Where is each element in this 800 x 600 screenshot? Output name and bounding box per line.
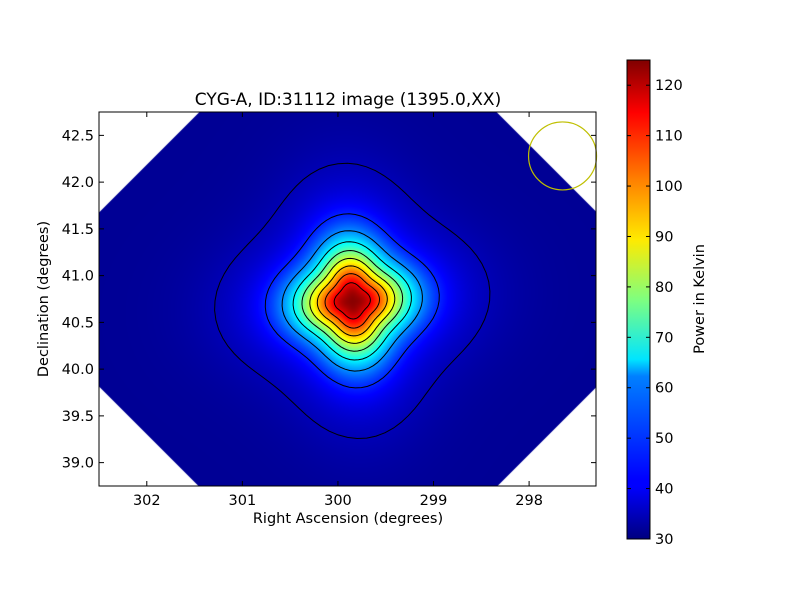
colorbar-tick-label: 40 xyxy=(655,482,673,498)
x-tick-label: 299 xyxy=(420,493,448,509)
colorbar: 30 40 50 60 70 80 90 100 110 120 Power in Kelvin xyxy=(626,59,708,548)
x-tick-label: 301 xyxy=(229,493,257,509)
y-tick-label: 41.0 xyxy=(62,269,94,285)
x-tick-label: 298 xyxy=(515,493,543,509)
contour-level-85 xyxy=(309,257,396,344)
colorbar-tick-label: 120 xyxy=(655,78,683,94)
y-axis-label: Declination (degrees) xyxy=(36,221,52,377)
colorbar-ticks: 30 40 50 60 70 80 90 100 110 120 xyxy=(627,78,683,548)
contour-level-65 xyxy=(292,241,412,361)
colorbar-tick-label: 30 xyxy=(655,532,673,548)
y-tick-label: 39.0 xyxy=(62,456,94,472)
y-tick-label: 41.5 xyxy=(62,222,94,238)
x-axis-label: Right Ascension (degrees) xyxy=(253,511,443,527)
contour-level-45 xyxy=(264,213,440,389)
colorbar-tick-label: 100 xyxy=(655,179,683,195)
y-tick-label: 40.5 xyxy=(62,315,94,331)
contour-level-55 xyxy=(281,230,423,372)
y-tick-label: 42.0 xyxy=(62,175,94,191)
contour-lines xyxy=(214,162,491,440)
y-tick-label: 42.5 xyxy=(62,128,94,144)
plot-area: 302 301 300 299 298 39.0 39.5 40.0 40.5 41.0 41.5… xyxy=(62,111,598,509)
colorbar-tick-label: 90 xyxy=(655,229,673,245)
x-axis-ticks: 302 301 300 299 298 xyxy=(133,112,543,509)
colorbar-tick-label: 70 xyxy=(655,330,673,346)
heatmap-image xyxy=(99,112,596,486)
y-tick-label: 40.0 xyxy=(62,362,94,378)
y-tick-label: 39.5 xyxy=(62,409,94,425)
colorbar-tick-label: 60 xyxy=(655,381,673,397)
contour-level-95 xyxy=(316,265,388,337)
y-axis-ticks: 39.0 39.5 40.0 40.5 41.0 41.5 42.0 42.5 xyxy=(62,128,596,472)
plot-frame xyxy=(98,111,597,487)
colorbar-tick-label: 50 xyxy=(655,431,673,447)
beam-circle xyxy=(527,121,598,191)
contour-level-75 xyxy=(301,249,404,352)
chart-title: CYG-A, ID:31112 image (1395.0,XX) xyxy=(195,90,501,110)
x-tick-label: 300 xyxy=(324,493,352,509)
contour-level-35 xyxy=(214,162,491,440)
beam-marker xyxy=(527,121,598,191)
colorbar-gradient xyxy=(626,59,651,540)
contour-level-105 xyxy=(324,273,381,329)
x-tick-label: 302 xyxy=(133,493,161,509)
colorbar-tick-label: 80 xyxy=(655,280,673,296)
colorbar-tick-label: 110 xyxy=(655,129,683,145)
contour-level-115 xyxy=(333,282,371,320)
colorbar-label: Power in Kelvin xyxy=(692,244,708,354)
